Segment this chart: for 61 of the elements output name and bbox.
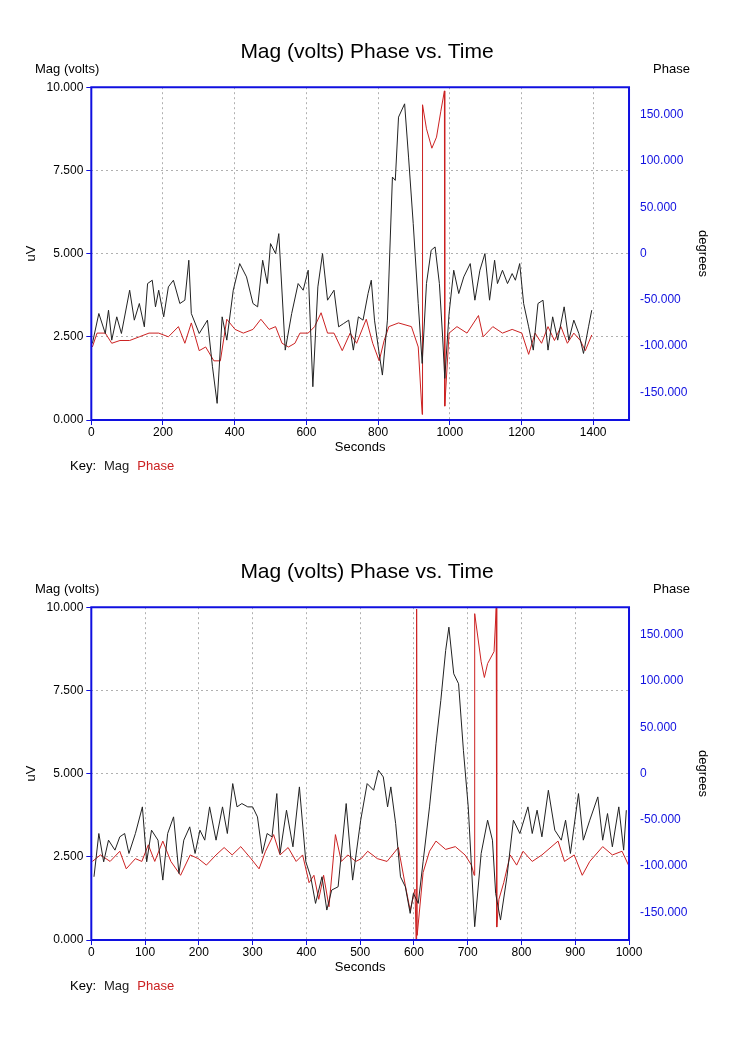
- y-tick-label: 5.000: [53, 245, 84, 260]
- text: Phase: [137, 978, 175, 993]
- text: Phase: [653, 61, 690, 77]
- x-tick-label: 900: [565, 944, 586, 959]
- x-tick-label: 1000: [615, 944, 643, 959]
- y-tick-label: 2.500: [53, 329, 84, 344]
- x-tick-label: 200: [152, 424, 174, 439]
- y2-tick-label: 0: [640, 245, 648, 260]
- chart-title: Mag (volts) Phase vs. Time: [240, 39, 494, 63]
- y2-tick-label: 50.000: [640, 719, 678, 734]
- y2-axis-title: degrees: [695, 230, 711, 278]
- y2-tick-label: 0: [640, 765, 648, 780]
- x-tick-label: 800: [368, 424, 389, 439]
- x-tick-label: 300: [242, 944, 263, 959]
- text: Mag: [104, 978, 130, 993]
- y-tick-label: 0.000: [53, 932, 84, 947]
- x-tick-label: 0: [87, 424, 95, 439]
- x-tick-label: 700: [457, 944, 479, 959]
- x-tick-label: 600: [403, 944, 425, 959]
- y2-tick-label: -50.000: [640, 812, 682, 827]
- y-tick-label: 7.500: [53, 162, 84, 177]
- text: Phase: [653, 581, 690, 597]
- x-axis-title: Seconds: [334, 958, 386, 974]
- y-tick-label: 5.000: [53, 765, 84, 780]
- y-axis-title: uV: [23, 245, 39, 262]
- y2-tick-label: 150.000: [640, 627, 684, 642]
- text: Mag: [104, 458, 130, 473]
- x-tick-label: 0: [87, 944, 95, 959]
- y2-tick-label: -100.000: [640, 338, 688, 353]
- x-tick-label: 100: [135, 944, 156, 959]
- y-tick-label: 10.000: [46, 79, 84, 94]
- y2-tick-label: -150.000: [640, 384, 688, 399]
- x-tick-label: 600: [296, 424, 317, 439]
- y-tick-label: 10.000: [46, 599, 84, 614]
- x-tick-label: 500: [350, 944, 371, 959]
- legend-title: Key:: [70, 978, 97, 993]
- y2-tick-label: -150.000: [640, 904, 688, 919]
- y2-tick-label: 150.000: [640, 107, 684, 122]
- y2-tick-label: -50.000: [640, 292, 682, 307]
- x-tick-label: 200: [188, 944, 210, 959]
- y2-tick-label: 100.000: [640, 153, 684, 168]
- text: Mag (volts): [35, 581, 100, 597]
- y2-tick-label: 50.000: [640, 199, 678, 214]
- y2-tick-label: -100.000: [640, 858, 688, 873]
- text: Phase: [137, 458, 175, 473]
- chart-title: Mag (volts) Phase vs. Time: [240, 559, 494, 583]
- x-tick-label: 1200: [508, 424, 536, 439]
- y-tick-label: 7.500: [53, 682, 84, 697]
- y-tick-label: 0.000: [53, 412, 84, 427]
- y-tick-label: 2.500: [53, 849, 84, 864]
- x-axis-title: Seconds: [334, 438, 386, 454]
- y-axis-title: uV: [23, 765, 39, 782]
- x-tick-label: 400: [296, 944, 317, 959]
- x-tick-label: 800: [511, 944, 532, 959]
- y2-axis-title: degrees: [695, 750, 711, 798]
- text: Mag (volts): [35, 61, 100, 77]
- x-tick-label: 1000: [436, 424, 464, 439]
- legend-title: Key:: [70, 458, 97, 473]
- y2-tick-label: 100.000: [640, 673, 684, 688]
- x-tick-label: 400: [224, 424, 246, 439]
- x-tick-label: 1400: [579, 424, 607, 439]
